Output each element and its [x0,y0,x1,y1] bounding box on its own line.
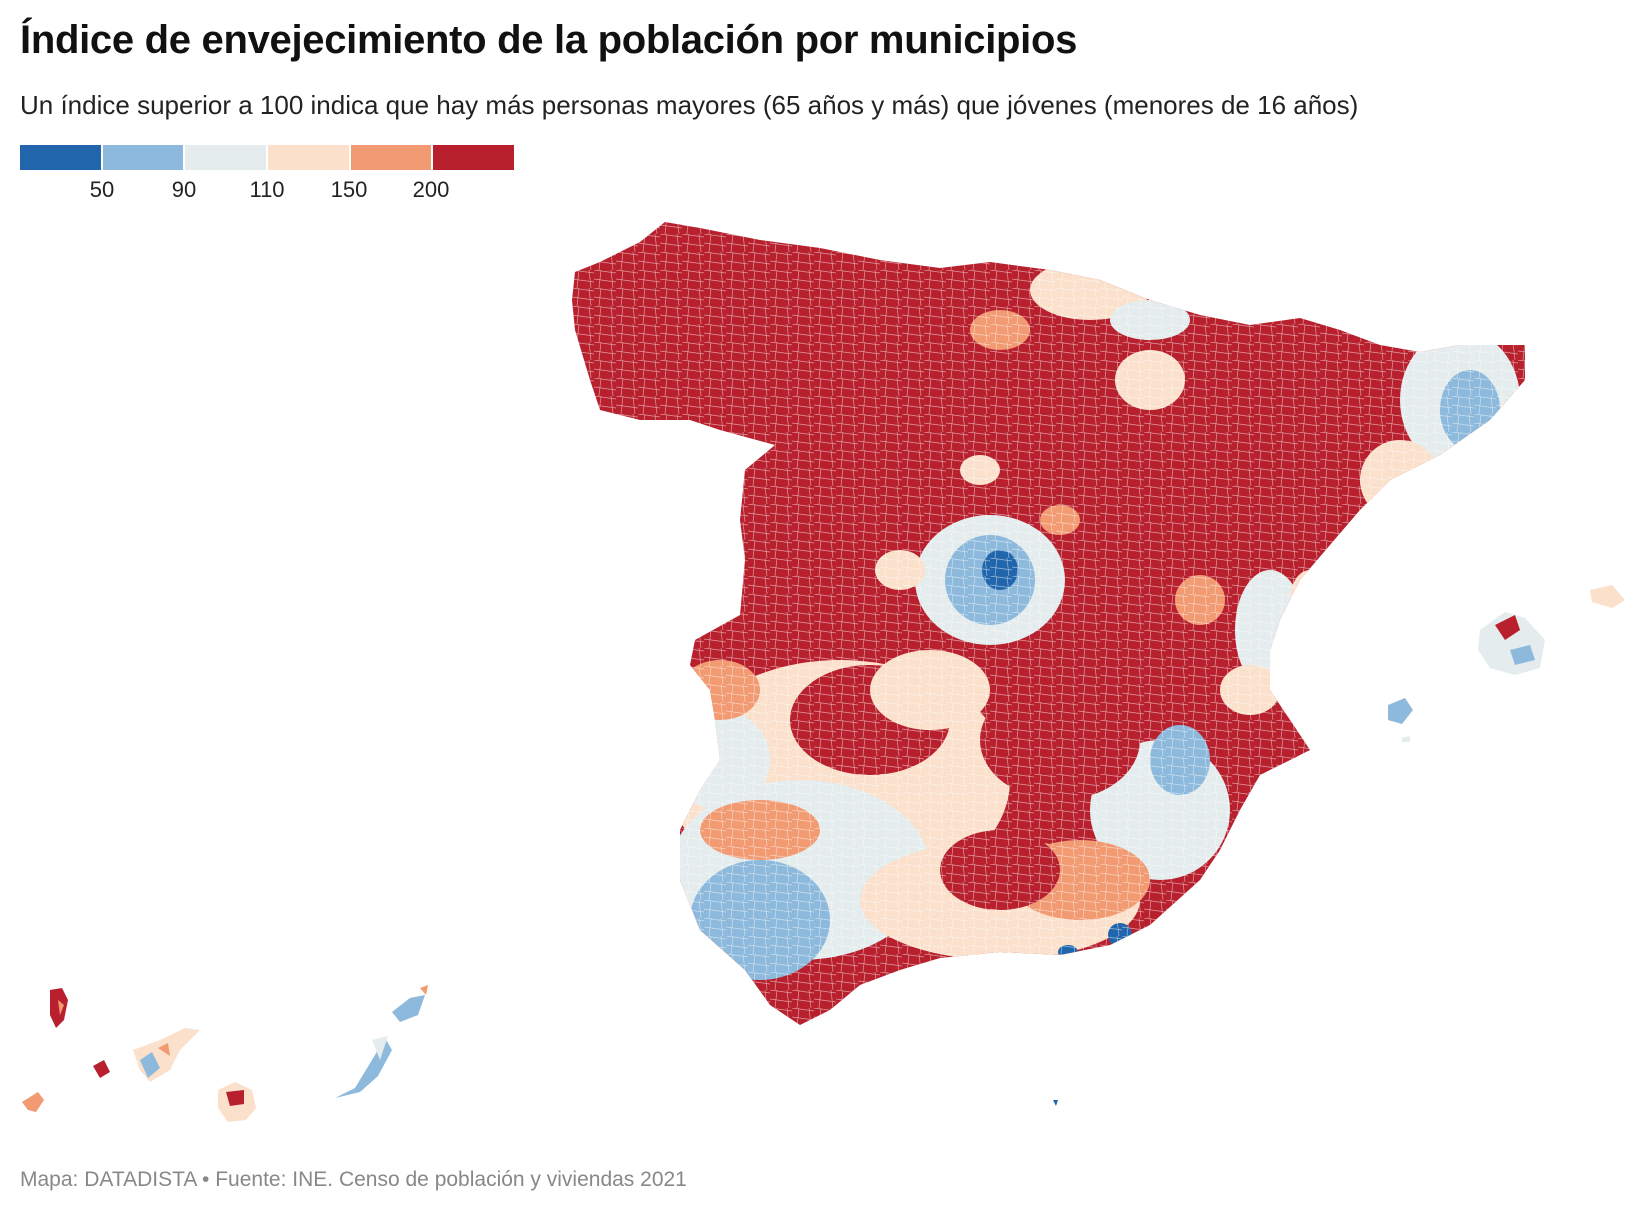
mainland-spain [572,222,1525,1025]
legend-swatch-5 [433,145,515,170]
map-title: Índice de envejecimiento de la población… [20,18,1078,62]
source-note: Mapa: DATADISTA • Fuente: INE. Censo de … [20,1168,687,1191]
legend-tick-200: 200 [412,177,450,202]
legend-swatch-1 [102,145,186,170]
legend-swatch-3 [268,145,351,170]
legend-swatch-0 [20,145,103,170]
legend-tick-90: 90 [171,177,197,202]
legend-tick-150: 150 [330,177,368,202]
melilla [1053,1100,1058,1106]
legend-tick-50: 50 [89,177,115,202]
map-subtitle: Un índice superior a 100 indica que hay … [20,90,1359,120]
canary-islands [22,985,428,1122]
legend-bar [20,145,515,170]
balearic-islands [1388,585,1625,742]
legend-tick-110: 110 [249,177,285,202]
legend-swatch-4 [350,145,434,170]
color-legend: 50 90 110 150 200 [20,145,515,205]
spain-municipalities-map [22,222,1625,1122]
legend-swatch-2 [185,145,269,170]
